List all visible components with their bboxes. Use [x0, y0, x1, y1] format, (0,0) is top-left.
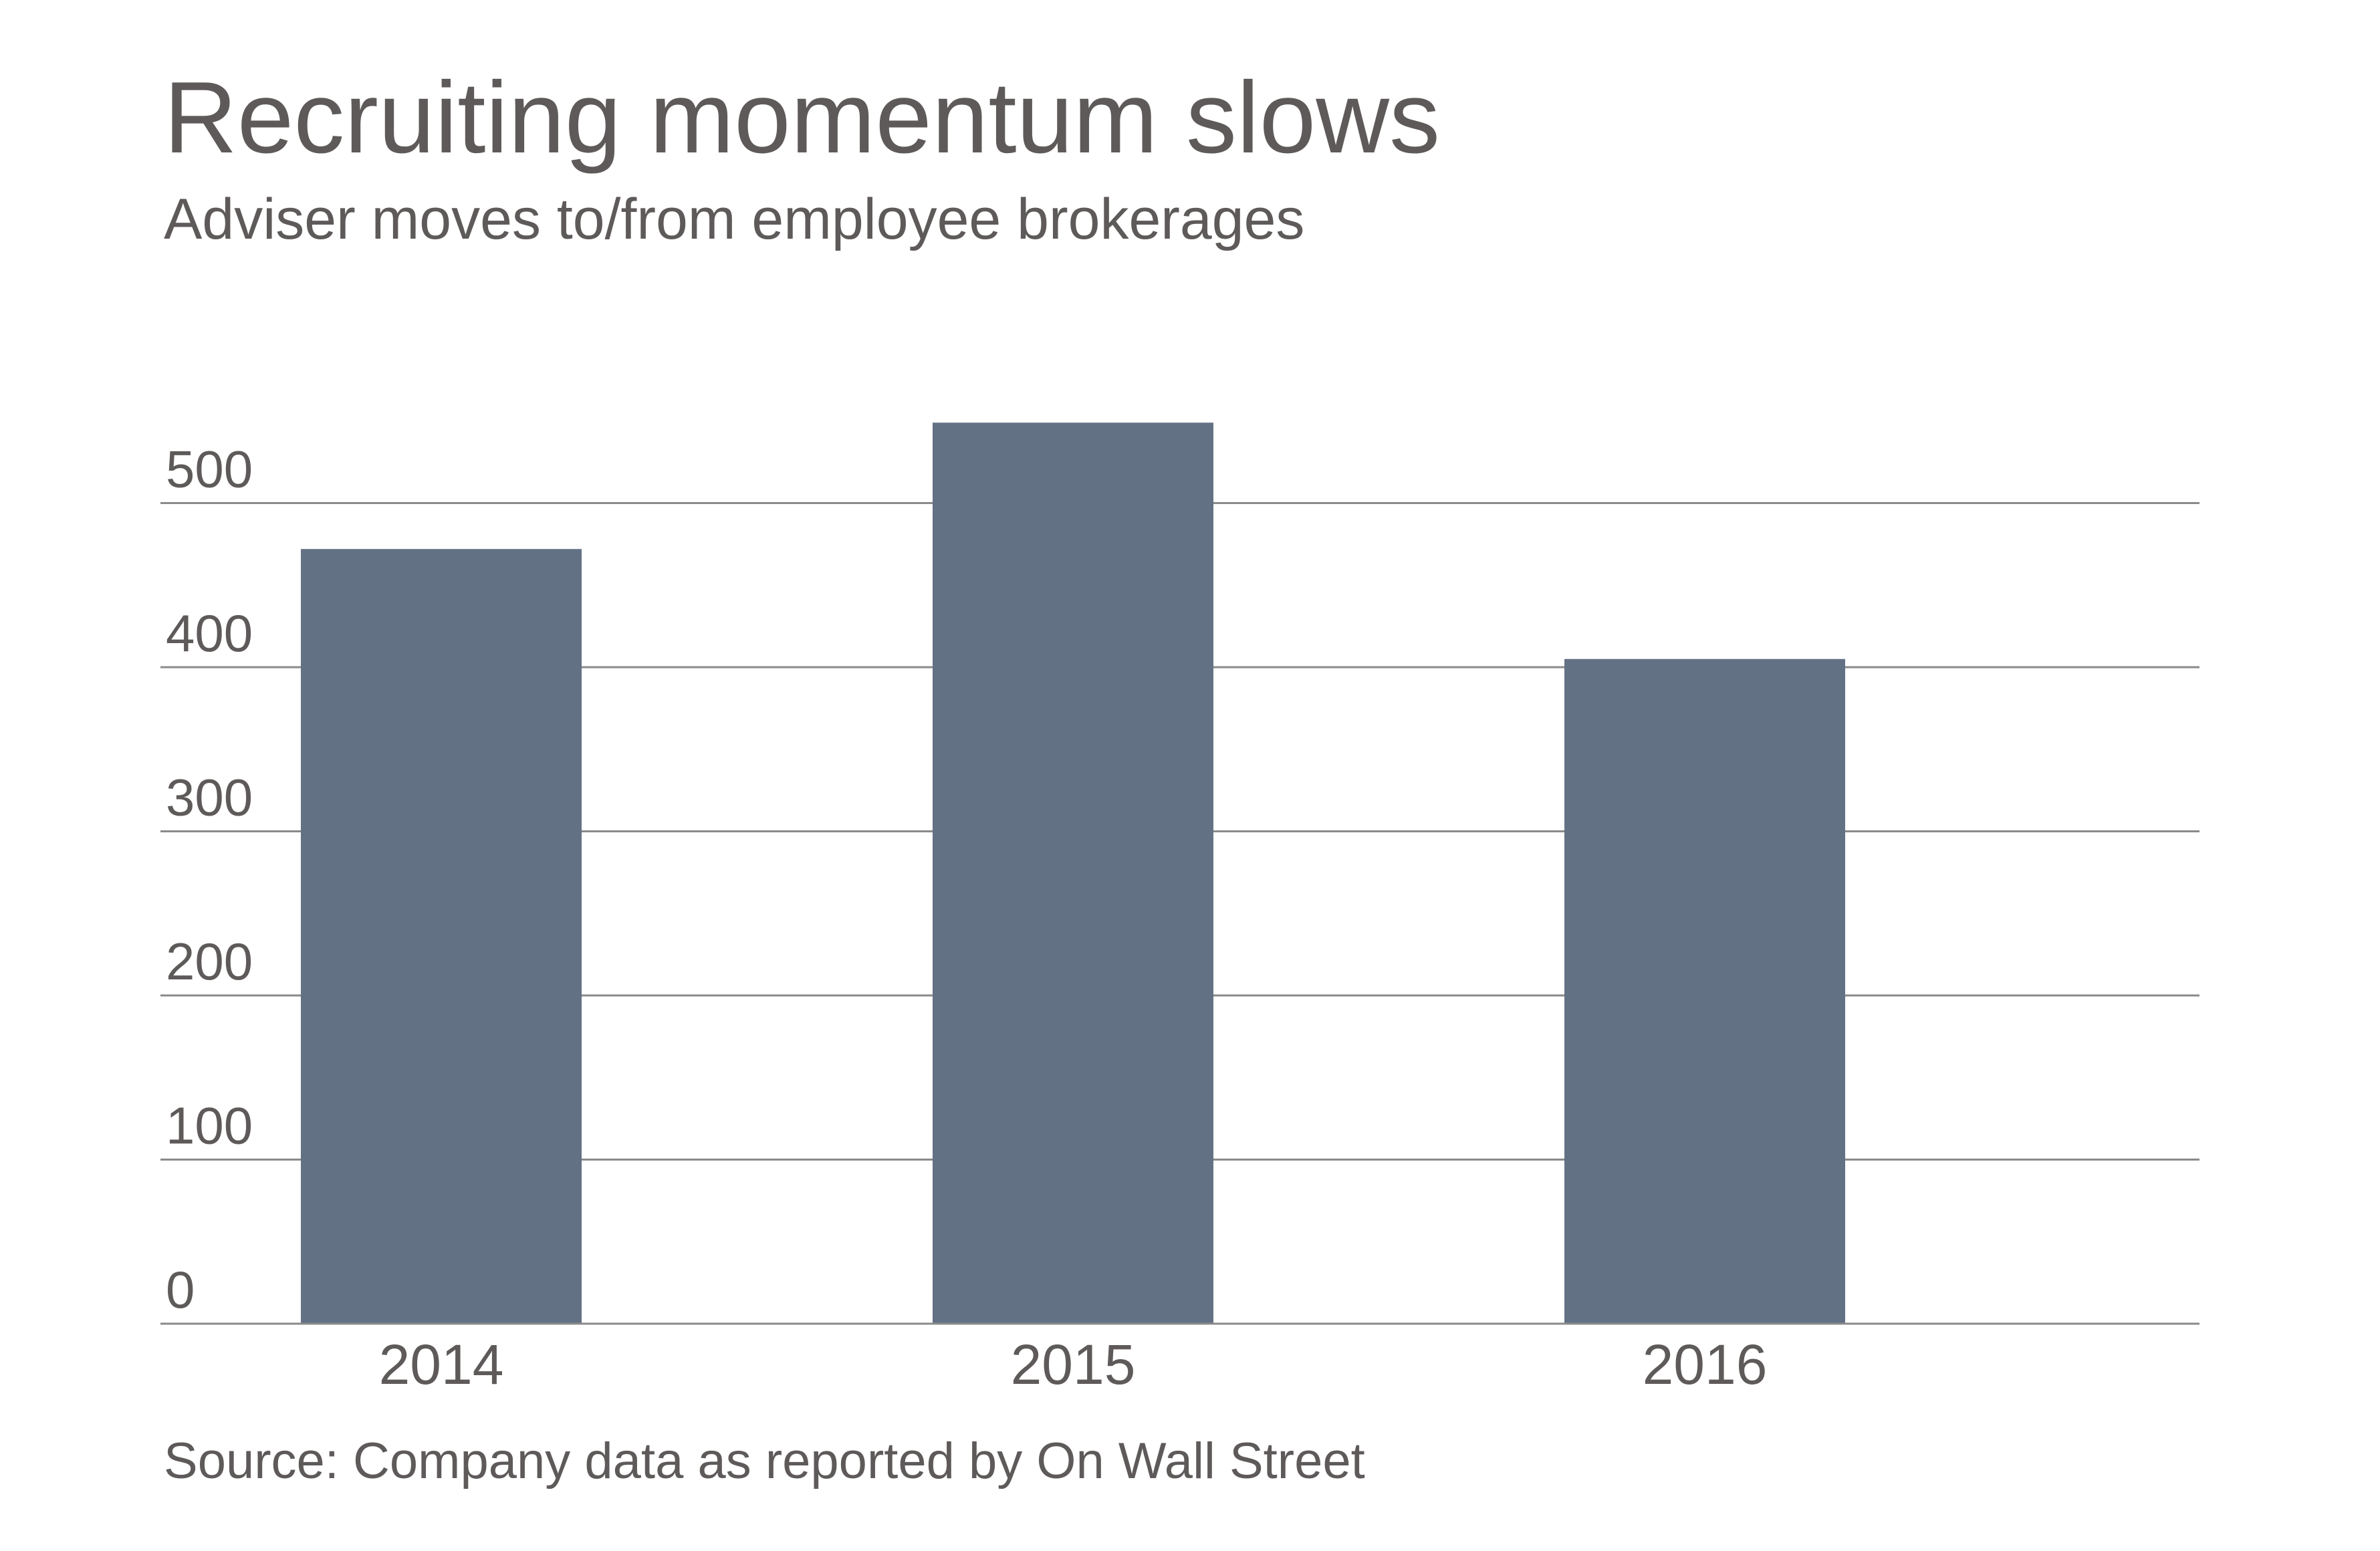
y-axis-ticks: 0 100 200 300 400 500	[166, 440, 253, 1320]
x-axis-ticks: 2014 2015 2016	[160, 1322, 2199, 1396]
y-tick-label: 500	[166, 440, 253, 499]
chart-title: Recruiting momentum slows	[164, 61, 1441, 174]
x-tick-label: 2014	[379, 1333, 504, 1396]
bar-2015	[933, 423, 1213, 1324]
chart-subtitle: Adviser moves to/from employee brokerage…	[164, 187, 1305, 251]
y-tick-label: 300	[166, 768, 253, 827]
source-note: Source: Company data as reported by On W…	[164, 1433, 1365, 1489]
y-tick-label: 400	[166, 604, 253, 663]
bar-2016	[1564, 659, 1845, 1324]
y-tick-label: 100	[166, 1096, 253, 1155]
bar-2014	[301, 549, 582, 1324]
y-tick-label: 0	[166, 1260, 195, 1319]
bars	[301, 423, 1845, 1324]
x-tick-label: 2016	[1643, 1333, 1768, 1396]
x-tick-label: 2015	[1011, 1333, 1136, 1396]
y-tick-label: 200	[166, 932, 253, 991]
